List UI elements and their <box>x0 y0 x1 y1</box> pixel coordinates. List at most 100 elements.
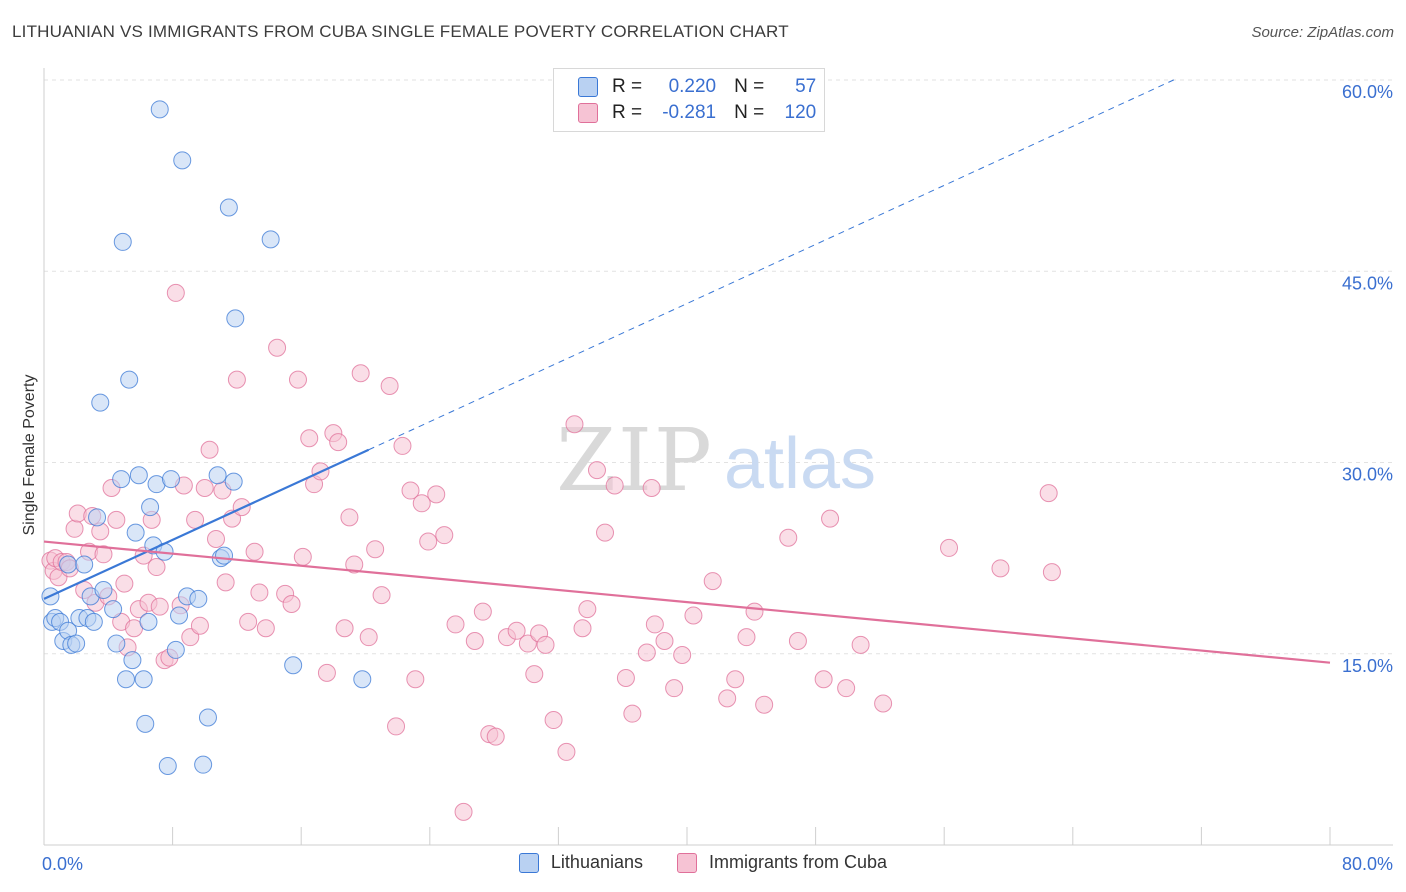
cuba-point <box>596 523 615 542</box>
cuba-point <box>637 643 656 662</box>
cuba-point <box>544 711 563 730</box>
trendline-lithuanians <box>43 448 370 600</box>
lithuanian-point <box>104 600 123 619</box>
lithuanian-point <box>139 612 158 631</box>
legend-label-cuba: Immigrants from Cuba <box>709 852 888 872</box>
cuba-point <box>317 663 336 682</box>
legend-item-cuba[interactable]: Immigrants from Cuba <box>677 852 887 873</box>
lithuanian-point <box>91 393 110 412</box>
cuba-point <box>387 717 406 736</box>
legend-row-lithuanians: R = 0.220 N = 57 <box>578 75 816 99</box>
cuba-point <box>216 573 235 592</box>
cuba-point <box>507 621 526 640</box>
cuba-point <box>268 338 287 357</box>
series-legend: Lithuanians Immigrants from Cuba <box>0 852 1406 873</box>
legend-n-value: 120 <box>784 102 817 123</box>
cuba-point <box>446 615 465 634</box>
cuba-point <box>473 602 492 621</box>
cuba-point <box>329 433 348 452</box>
cuba-point <box>200 440 219 459</box>
cuba-point <box>755 695 774 714</box>
lithuanian-point <box>141 498 160 517</box>
cuba-point <box>557 742 576 761</box>
cuba-point <box>380 377 399 395</box>
watermark: ZIP atlas <box>556 411 876 511</box>
cuba-point <box>788 632 807 650</box>
watermark-atlas: atlas <box>724 424 876 504</box>
tick-labels: 15.0% 30.0% 45.0% 60.0% 0.0% 80.0% <box>42 82 1393 874</box>
legend-label-lithuanians: Lithuanians <box>550 852 643 872</box>
lithuanian-point <box>150 100 169 119</box>
lithuanian-point <box>107 634 126 653</box>
cuba-point <box>181 628 200 647</box>
lithuanian-point <box>116 670 135 689</box>
cuba-point <box>779 528 798 547</box>
cuba-point <box>300 429 319 448</box>
cuba-point <box>406 670 425 689</box>
legend-swatch-blue <box>518 852 539 873</box>
lithuanian-point <box>84 612 103 631</box>
legend-item-lithuanians[interactable]: Lithuanians <box>518 852 643 873</box>
lithuanian-point <box>67 634 86 653</box>
legend-n-value: 57 <box>795 76 817 97</box>
cuba-point <box>454 802 473 821</box>
cuba-point <box>412 494 431 513</box>
cuba-point <box>991 559 1010 578</box>
cuba-point <box>166 283 185 302</box>
cuba-point <box>851 635 870 654</box>
cuba-point <box>525 665 544 684</box>
cuba-point <box>665 679 684 698</box>
cuba-point <box>190 616 209 635</box>
cuba-point <box>239 612 258 631</box>
lithuanian-point <box>284 656 303 675</box>
cuba-point <box>393 436 412 455</box>
trend-layer <box>43 77 1331 664</box>
lithuanian-point <box>120 370 139 389</box>
cuba-point <box>435 526 454 545</box>
cuba-point <box>150 597 169 616</box>
trendline-cuba <box>43 540 1331 664</box>
cuba-point <box>335 619 354 638</box>
cuba-point <box>814 670 833 689</box>
lithuanian-point <box>134 670 153 689</box>
grid-layer <box>44 79 1393 655</box>
legend-swatch-pink <box>578 103 598 123</box>
legend-n-label: N = <box>734 76 765 97</box>
cuba-point <box>340 508 359 527</box>
cuba-point <box>745 602 764 621</box>
cuba-point <box>345 555 364 574</box>
cuba-point <box>65 519 84 538</box>
lithuanian-point <box>126 523 145 542</box>
cuba-point <box>107 510 126 529</box>
lithuanian-point <box>189 589 208 608</box>
cuba-point <box>703 572 722 591</box>
cuba-point <box>115 574 134 593</box>
cuba-point <box>207 530 226 548</box>
legend-swatch-pink <box>677 852 697 873</box>
cuba-point <box>587 461 606 480</box>
legend-n-label: N = <box>734 102 765 123</box>
lithuanian-point <box>123 651 142 670</box>
lithuanian-point <box>215 546 234 565</box>
cuba-point <box>684 606 703 625</box>
cuba-point <box>655 632 674 650</box>
lithuanian-point <box>226 309 245 328</box>
legend-r-value: -0.281 <box>662 102 717 123</box>
lithuanian-point <box>219 198 238 217</box>
cuba-point <box>616 668 635 687</box>
legend-row-cuba: R = -0.281 N = 120 <box>578 101 816 125</box>
cuba-point <box>536 635 555 654</box>
cuba-point <box>874 694 893 713</box>
legend-swatch-blue <box>578 77 598 97</box>
cuba-point <box>718 689 737 708</box>
lithuanian-point <box>113 232 132 251</box>
lithuanian-point <box>75 555 94 574</box>
cuba-point <box>645 615 664 634</box>
legend-r-label: R = <box>612 102 643 123</box>
lithuanian-point <box>208 466 227 485</box>
cuba-point <box>726 670 745 689</box>
cuba-point <box>1039 484 1058 503</box>
cuba-point <box>518 634 537 653</box>
x-tick-label-max: 80.0% <box>1342 854 1393 874</box>
